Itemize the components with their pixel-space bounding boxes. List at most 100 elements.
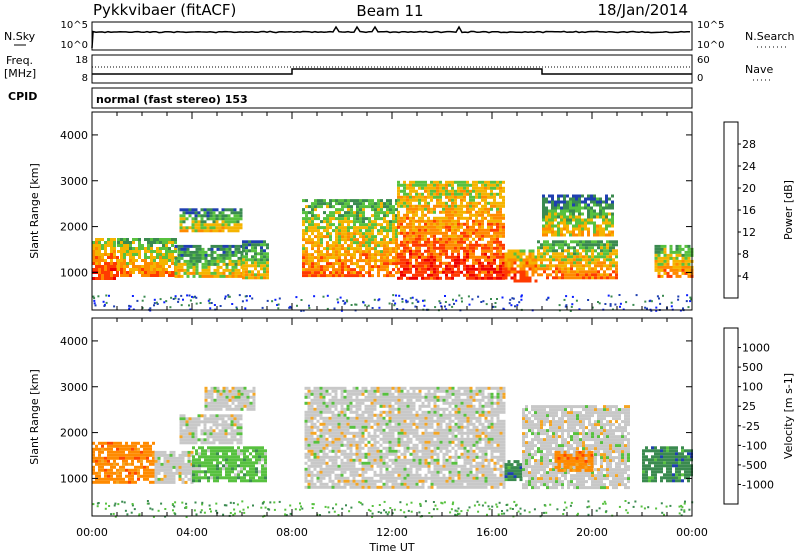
- data-cell: [466, 265, 469, 268]
- data-cell: [454, 265, 457, 268]
- data-cell: [195, 479, 198, 482]
- ground-scatter-cell: [636, 294, 638, 296]
- data-cell: [415, 196, 418, 199]
- data-cell: [472, 214, 475, 217]
- data-cell: [362, 390, 365, 393]
- data-cell: [338, 253, 341, 256]
- data-cell: [362, 432, 365, 435]
- data-cell: [451, 190, 454, 193]
- data-cell: [195, 429, 198, 432]
- data-cell: [575, 198, 578, 201]
- data-cell: [469, 214, 472, 217]
- data-cell: [246, 449, 249, 452]
- data-cell: [229, 260, 232, 263]
- data-cell: [240, 432, 243, 435]
- data-cell: [412, 265, 415, 268]
- data-cell: [192, 226, 195, 229]
- data-cell: [188, 478, 191, 481]
- data-cell: [317, 259, 320, 262]
- data-cell: [305, 256, 308, 259]
- data-cell: [192, 217, 195, 220]
- data-cell: [305, 411, 308, 414]
- data-cell: [418, 250, 421, 253]
- data-cell: [184, 260, 187, 263]
- data-cell: [383, 253, 386, 256]
- data-cell: [314, 486, 317, 489]
- data-cell: [667, 266, 670, 269]
- data-cell: [210, 223, 213, 226]
- data-cell: [448, 190, 451, 193]
- data-cell: [496, 232, 499, 235]
- data-cell: [173, 472, 176, 475]
- data-cell: [362, 211, 365, 214]
- data-cell: [356, 247, 359, 250]
- data-cell: [344, 486, 347, 489]
- data-cell: [395, 250, 398, 253]
- data-cell: [178, 251, 181, 254]
- data-cell: [457, 217, 460, 220]
- data-cell: [368, 232, 371, 235]
- data-cell: [228, 458, 231, 461]
- data-cell: [329, 423, 332, 426]
- data-cell: [195, 438, 198, 441]
- data-cell: [219, 429, 222, 432]
- data-cell: [400, 205, 403, 208]
- data-cell: [448, 205, 451, 208]
- data-cell: [234, 435, 237, 438]
- data-cell: [220, 260, 223, 263]
- cpid-text: normal (fast stereo) 153: [96, 93, 248, 106]
- data-cell: [199, 275, 202, 278]
- data-cell: [308, 444, 311, 447]
- data-cell: [353, 226, 356, 229]
- data-cell: [380, 256, 383, 259]
- data-cell: [207, 229, 210, 232]
- data-cell: [487, 277, 490, 280]
- data-cell: [323, 268, 326, 271]
- data-cell: [238, 390, 241, 393]
- data-cell: [232, 396, 235, 399]
- data-cell: [371, 208, 374, 211]
- data-cell: [228, 208, 231, 211]
- data-cell: [362, 244, 365, 247]
- data-cell: [600, 276, 603, 279]
- data-cell: [110, 466, 113, 469]
- data-cell: [117, 262, 120, 265]
- data-cell: [311, 265, 314, 268]
- ground-scatter-cell: [337, 298, 339, 300]
- data-cell: [572, 198, 575, 201]
- data-cell: [590, 219, 593, 222]
- data-cell: [454, 241, 457, 244]
- data-cell: [412, 181, 415, 184]
- data-cell: [487, 256, 490, 259]
- data-cell: [208, 405, 211, 408]
- data-cell: [101, 271, 104, 274]
- data-cell: [350, 247, 353, 250]
- data-cell: [174, 250, 177, 253]
- data-cell: [511, 271, 514, 274]
- data-cell: [463, 193, 466, 196]
- data-cell: [107, 451, 110, 454]
- data-cell: [365, 259, 368, 262]
- data-cell: [150, 238, 153, 241]
- data-cell: [359, 235, 362, 238]
- data-cell: [305, 241, 308, 244]
- data-cell: [606, 252, 609, 255]
- data-cell: [576, 264, 579, 267]
- data-cell: [167, 457, 170, 460]
- data-cell: [484, 271, 487, 274]
- data-cell: [225, 423, 228, 426]
- data-cell: [368, 226, 371, 229]
- data-cell: [332, 244, 335, 247]
- data-cell: [335, 417, 338, 420]
- data-cell: [165, 262, 168, 265]
- data-cell: [188, 463, 191, 466]
- data-cell: [244, 402, 247, 405]
- data-cell: [436, 241, 439, 244]
- data-cell: [609, 252, 612, 255]
- data-cell: [213, 414, 216, 417]
- data-cell: [189, 438, 192, 441]
- data-cell: [338, 199, 341, 202]
- data-cell: [341, 438, 344, 441]
- data-cell: [478, 226, 481, 229]
- data-cell: [237, 217, 240, 220]
